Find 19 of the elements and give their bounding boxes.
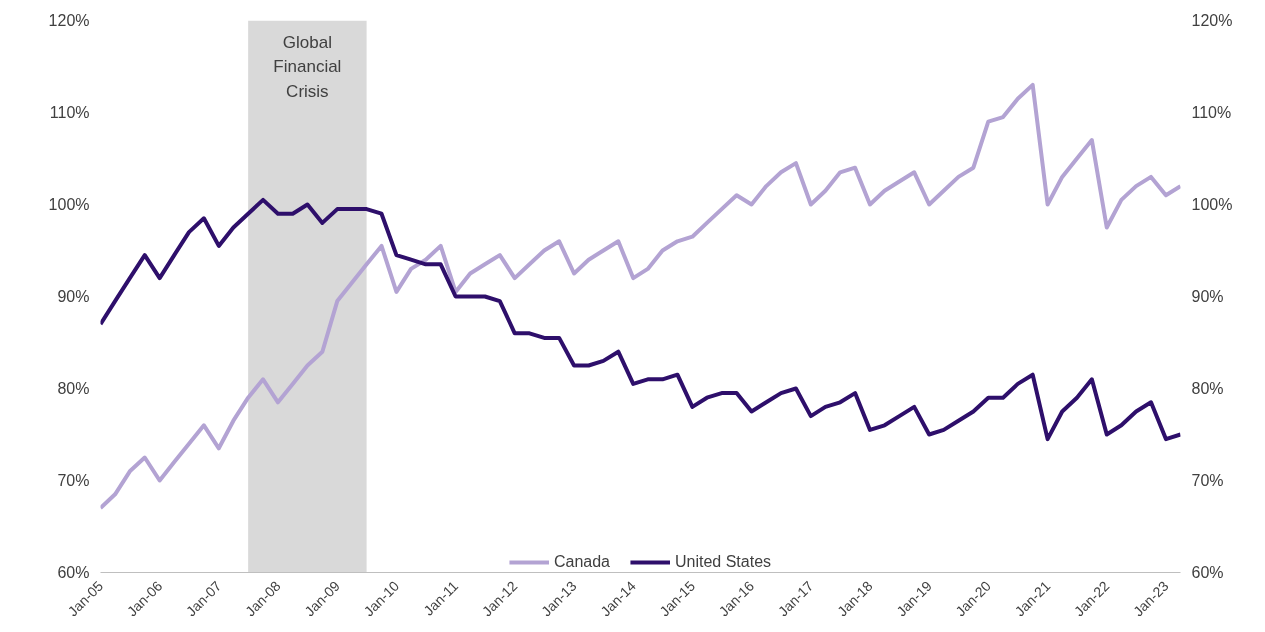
- line-series: [100, 82, 1181, 511]
- y2-tick-label: 120%: [1191, 12, 1233, 29]
- y2-tick-label: 90%: [1191, 288, 1224, 305]
- y2-tick-label: 100%: [1191, 196, 1233, 213]
- y-tick-label: 70%: [57, 472, 90, 489]
- y-tick-label: 90%: [57, 288, 90, 305]
- y2-tick-label: 60%: [1191, 564, 1224, 581]
- y-tick-label: 120%: [48, 12, 90, 29]
- band-label: Global Financial Crisis: [273, 32, 342, 101]
- y-tick-label: 110%: [49, 104, 90, 121]
- legend-label: Canada: [553, 553, 610, 571]
- legend-label: United States: [674, 553, 772, 571]
- y-tick-label: 100%: [48, 196, 90, 213]
- y2-tick-label: 80%: [1191, 380, 1224, 397]
- line-series: [100, 197, 1181, 442]
- y-tick-label: 60%: [57, 564, 90, 581]
- y2-tick-label: 110%: [1191, 104, 1232, 121]
- y2-tick-label: 70%: [1191, 472, 1224, 489]
- y-tick-label: 80%: [57, 380, 90, 397]
